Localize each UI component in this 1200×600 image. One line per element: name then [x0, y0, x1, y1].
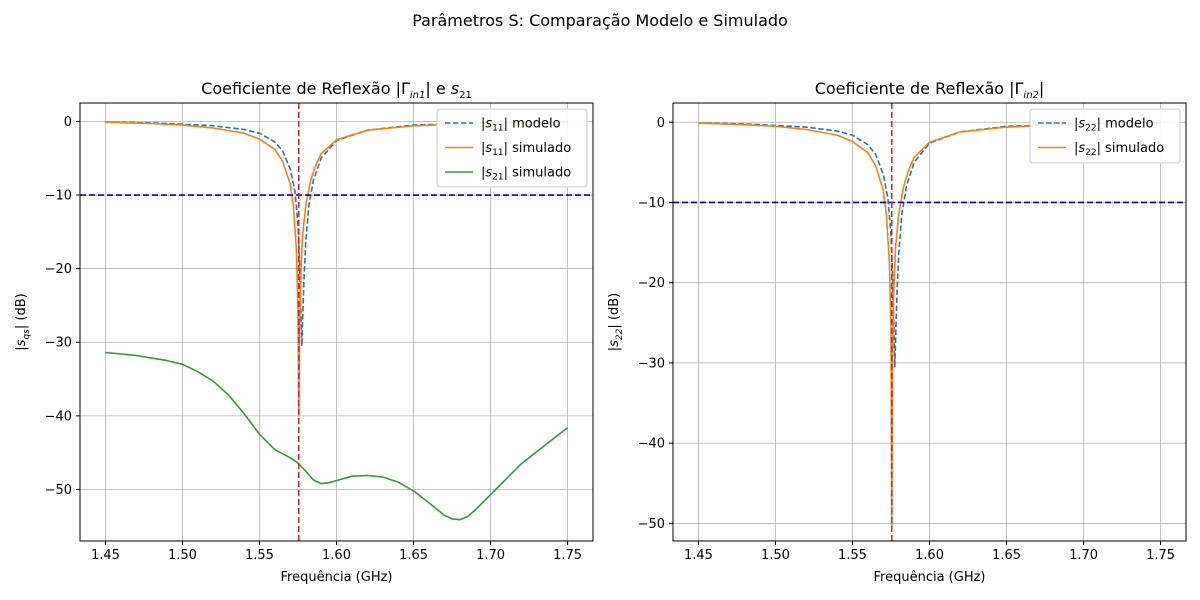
x-tick-label: 1.60 [322, 548, 351, 563]
x-axis-label: Frequência (GHz) [874, 570, 986, 585]
x-tick-label: 1.70 [1069, 548, 1098, 563]
x-tick-label: 1.55 [245, 548, 274, 563]
x-axis-label: Frequência (GHz) [281, 570, 393, 585]
x-tick-label: 1.70 [476, 548, 505, 563]
y-tick-label: −40 [45, 409, 72, 424]
x-tick-label: 1.45 [91, 548, 120, 563]
y-tick-label: −20 [638, 276, 665, 291]
y-tick-label: −10 [638, 196, 665, 211]
subplot-title: Coeficiente de Reflexão |Γin2| [815, 79, 1045, 101]
legend-label: |s22| modelo [1074, 117, 1154, 134]
x-tick-label: 1.50 [761, 548, 790, 563]
x-tick-label: 1.65 [992, 548, 1021, 563]
y-tick-label: −20 [45, 262, 72, 277]
legend-frame [1029, 108, 1181, 164]
y-tick-label: −10 [45, 189, 72, 204]
x-tick-label: 1.75 [1146, 548, 1175, 563]
legend-label: |s22| simulado [1074, 141, 1164, 158]
series-group [80, 103, 593, 541]
x-tick-label: 1.75 [553, 548, 582, 563]
y-tick-label: 0 [657, 116, 665, 131]
legend-label: |s11| simulado [481, 141, 571, 158]
y-tick-label: −30 [45, 336, 72, 351]
series-line-11-simulado [105, 121, 568, 417]
x-tick-label: 1.50 [168, 548, 197, 563]
subplot-title: Coeficiente de Reflexão |Γin1| e s21 [201, 79, 472, 101]
legend-frame [436, 108, 588, 188]
legend-label: |s21| simulado [481, 166, 571, 183]
legend: |s11| modelo |s11| simulado |s21| simulado [436, 108, 588, 188]
y-tick-label: −50 [45, 483, 72, 498]
series-line-21-simulado [105, 351, 569, 521]
series-group [673, 103, 1186, 541]
x-tick-label: 1.65 [399, 548, 428, 563]
y-tick-label: −50 [638, 517, 665, 532]
y-tick-label: 0 [64, 115, 72, 130]
x-tick-label: 1.55 [838, 548, 867, 563]
figure-suptitle: Parâmetros S: Comparação Modelo e Simula… [412, 11, 788, 30]
y-axis-label: |sqs| (dB) [14, 293, 32, 350]
left-subplot: 1.45 1.50 1.55 1.60 1.65 1.70 1.75 0 −10 −20 −30 −4… [14, 79, 594, 585]
x-tick-label: 1.45 [684, 548, 713, 563]
right-subplot: 1.45 1.50 1.55 1.60 1.65 1.70 1.75 0 −10 −20 −30 −4… [607, 79, 1187, 585]
y-tick-label: −40 [638, 437, 665, 452]
x-tick-label: 1.60 [915, 548, 944, 563]
legend: |s22| modelo |s22| simulado [1029, 108, 1181, 164]
y-tick-label: −30 [638, 356, 665, 371]
series-line-22-modelo [698, 122, 1161, 368]
y-axis-label: |s22| (dB) [607, 293, 625, 351]
legend-label: |s11| modelo [481, 117, 561, 134]
